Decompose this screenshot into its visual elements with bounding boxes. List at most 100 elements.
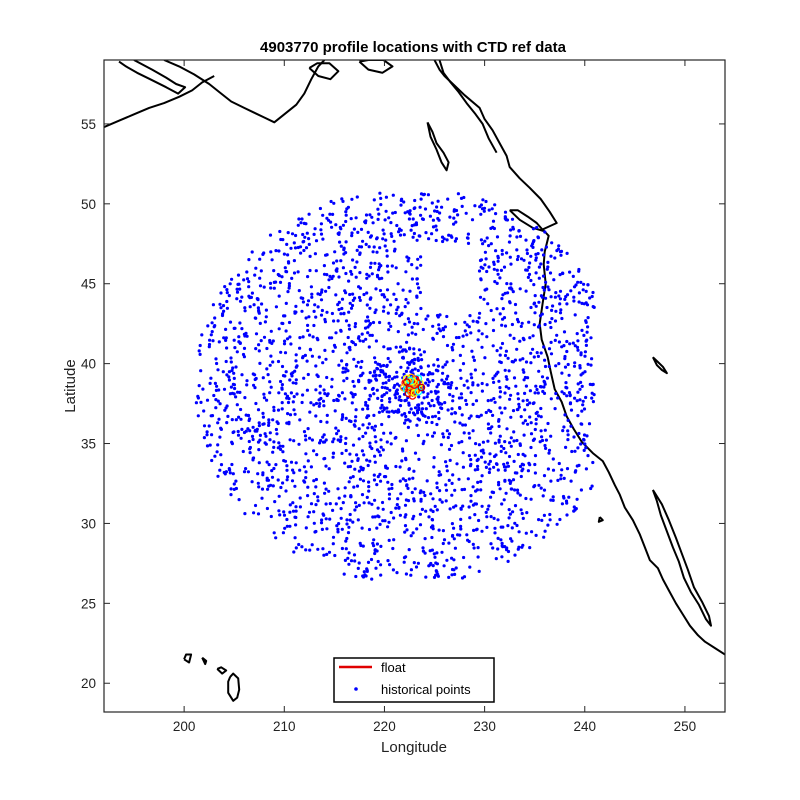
historical-point xyxy=(420,407,425,411)
historical-point xyxy=(286,412,290,416)
historical-point xyxy=(562,425,566,429)
historical-point xyxy=(377,212,381,216)
historical-point xyxy=(457,335,461,340)
historical-point xyxy=(214,357,218,361)
historical-point xyxy=(481,198,485,202)
historical-point xyxy=(312,449,316,453)
historical-point xyxy=(522,258,526,262)
historical-point xyxy=(385,249,389,253)
historical-point xyxy=(526,469,531,473)
historical-point xyxy=(291,509,296,513)
historical-point xyxy=(580,409,584,413)
historical-point xyxy=(364,242,368,246)
historical-point xyxy=(285,517,289,522)
historical-point xyxy=(224,336,228,340)
historical-point xyxy=(487,265,491,269)
historical-point xyxy=(510,287,514,291)
historical-point xyxy=(422,490,426,494)
historical-point xyxy=(301,296,305,300)
historical-point xyxy=(214,398,218,402)
historical-point xyxy=(412,469,416,473)
historical-point xyxy=(254,401,258,406)
historical-point xyxy=(419,365,423,369)
historical-point xyxy=(562,392,566,396)
historical-point xyxy=(208,381,212,385)
historical-point xyxy=(560,390,564,394)
historical-point xyxy=(350,197,354,201)
historical-point xyxy=(321,361,325,365)
historical-point xyxy=(309,502,314,506)
historical-point xyxy=(500,555,504,559)
historical-point xyxy=(461,465,465,469)
historical-point xyxy=(198,352,202,356)
historical-point xyxy=(470,218,475,222)
historical-point xyxy=(398,314,402,318)
historical-point xyxy=(558,311,563,315)
historical-point xyxy=(553,295,558,299)
historical-point xyxy=(397,505,401,509)
historical-point xyxy=(517,530,521,534)
historical-point xyxy=(586,283,590,287)
historical-point xyxy=(504,465,508,469)
historical-point xyxy=(399,365,403,369)
historical-point xyxy=(582,438,586,442)
historical-point xyxy=(483,250,487,254)
historical-point xyxy=(306,328,310,333)
historical-point xyxy=(485,269,489,274)
float-profile-marker xyxy=(410,389,419,397)
historical-point xyxy=(353,322,358,326)
historical-point xyxy=(499,538,503,542)
historical-point xyxy=(246,470,250,474)
historical-point xyxy=(353,467,357,471)
historical-point xyxy=(551,457,555,461)
historical-point xyxy=(225,291,229,295)
historical-point xyxy=(425,479,429,483)
historical-point xyxy=(553,338,557,342)
historical-point xyxy=(437,218,441,222)
historical-point xyxy=(401,355,405,359)
historical-point xyxy=(432,465,436,469)
historical-point xyxy=(404,513,408,517)
historical-point xyxy=(437,323,441,327)
historical-point xyxy=(579,380,583,384)
historical-point xyxy=(294,461,298,465)
historical-point xyxy=(500,541,504,546)
historical-point xyxy=(526,275,531,279)
historical-point xyxy=(453,239,457,243)
historical-point xyxy=(551,495,555,499)
historical-point xyxy=(577,267,581,272)
historical-point xyxy=(588,296,592,300)
historical-point xyxy=(409,228,413,232)
historical-point xyxy=(315,336,319,340)
historical-point xyxy=(314,364,318,368)
y-tick-label: 35 xyxy=(81,437,96,452)
historical-point xyxy=(374,378,379,382)
historical-point xyxy=(397,398,401,402)
historical-point xyxy=(435,205,439,209)
historical-point xyxy=(229,360,233,364)
historical-point xyxy=(418,205,422,209)
historical-point xyxy=(500,297,504,301)
historical-point xyxy=(459,524,463,529)
historical-point xyxy=(395,503,399,507)
historical-point xyxy=(445,558,449,562)
historical-point xyxy=(551,304,555,308)
historical-point xyxy=(318,391,322,395)
historical-point xyxy=(394,409,398,413)
historical-point xyxy=(357,378,361,382)
historical-point xyxy=(560,468,564,472)
historical-point xyxy=(510,526,514,530)
historical-point xyxy=(585,434,589,438)
historical-point xyxy=(391,546,395,551)
historical-point xyxy=(368,235,373,239)
historical-point xyxy=(582,282,586,286)
historical-point xyxy=(457,477,461,481)
historical-point xyxy=(450,573,454,577)
historical-point xyxy=(330,336,334,340)
historical-point xyxy=(591,460,595,465)
historical-point xyxy=(371,221,375,225)
coastline-segment xyxy=(163,60,326,124)
coastline-segment xyxy=(201,656,208,666)
historical-point xyxy=(269,483,273,487)
historical-point xyxy=(250,291,254,295)
